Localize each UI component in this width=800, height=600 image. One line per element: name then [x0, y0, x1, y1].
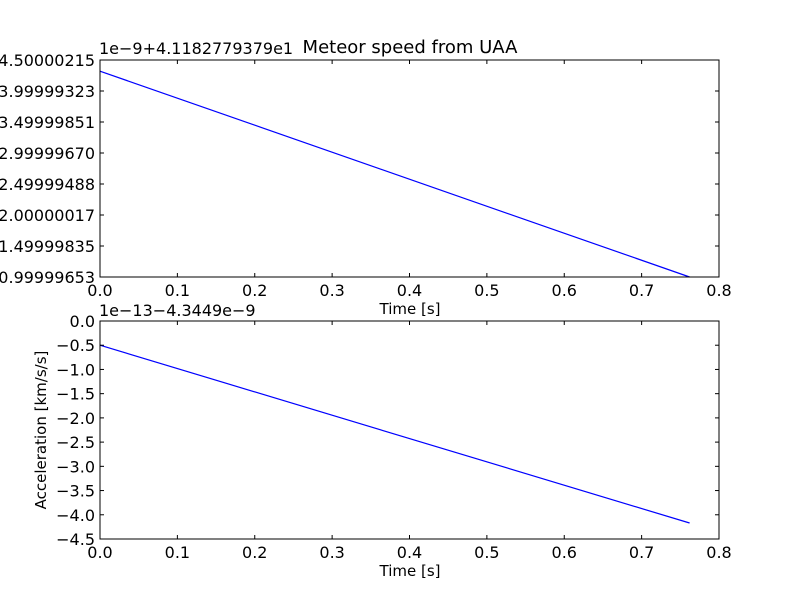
x-tick-label: 0.1 — [165, 281, 190, 300]
x-tick-label: 0.3 — [319, 543, 344, 562]
x-tick-label: 0.0 — [87, 543, 112, 562]
y-tick-label: 3.99999323 — [0, 82, 95, 101]
x-tick-label: 0.7 — [629, 543, 654, 562]
x-tick-label: 0.6 — [552, 543, 577, 562]
y-tick-label: −0.5 — [56, 336, 95, 355]
x-tick-label: 0.8 — [706, 543, 731, 562]
y-tick-label: −1.0 — [56, 360, 95, 379]
y-tick-label: −4.5 — [56, 530, 95, 549]
y-tick-label: 3.49999851 — [0, 113, 95, 132]
series-line-0 — [99, 70, 690, 278]
y-tick-label: −4.0 — [56, 506, 95, 525]
x-tick-label: 0.5 — [474, 281, 499, 300]
y-offset-text: 1e−13−4.3449e−9 — [99, 301, 256, 320]
y-tick-label: 4.50000215 — [0, 51, 95, 70]
y-tick-label: 2.99999670 — [0, 144, 95, 163]
chart-title: Meteor speed from UAA — [303, 37, 519, 58]
x-tick-label: 0.4 — [397, 281, 422, 300]
y-tick-label: −2.0 — [56, 409, 95, 428]
x-tick-label: 0.7 — [629, 281, 654, 300]
y-tick-label: 0.99999653 — [0, 268, 95, 287]
y-axis-label: Acceleration [km/s/s] — [32, 351, 50, 510]
y-tick-label: −3.5 — [56, 482, 95, 501]
x-tick-label: 0.0 — [87, 281, 112, 300]
x-tick-label: 0.5 — [474, 543, 499, 562]
speed-subplot: Meteor speed from UAA 1e−9+4.1182779379e… — [0, 37, 732, 318]
acceleration-subplot: 1e−13−4.3449e−9 Time [s] Acceleration [k… — [32, 301, 732, 580]
x-tick-label: 0.3 — [319, 281, 344, 300]
y-tick-label: 1.49999835 — [0, 237, 95, 256]
x-tick-label: 0.8 — [706, 281, 731, 300]
y-tick-label: 2.49999488 — [0, 175, 95, 194]
x-tick-label: 0.6 — [552, 281, 577, 300]
y-tick-label: −2.5 — [56, 433, 95, 452]
y-tick-label: −1.5 — [56, 385, 95, 404]
x-tick-label: 0.2 — [242, 543, 267, 562]
y-tick-label: 0.0 — [70, 312, 95, 331]
x-tick-label: 0.1 — [165, 543, 190, 562]
x-tick-label: 0.2 — [242, 281, 267, 300]
y-tick-label: −3.0 — [56, 457, 95, 476]
series-line-0 — [99, 344, 690, 524]
x-axis-label: Time [s] — [379, 562, 441, 580]
x-axis-label: Time [s] — [379, 300, 441, 318]
y-offset-text: 1e−9+4.1182779379e1 — [99, 39, 293, 58]
x-tick-label: 0.4 — [397, 543, 422, 562]
y-tick-label: 2.00000017 — [0, 206, 95, 225]
